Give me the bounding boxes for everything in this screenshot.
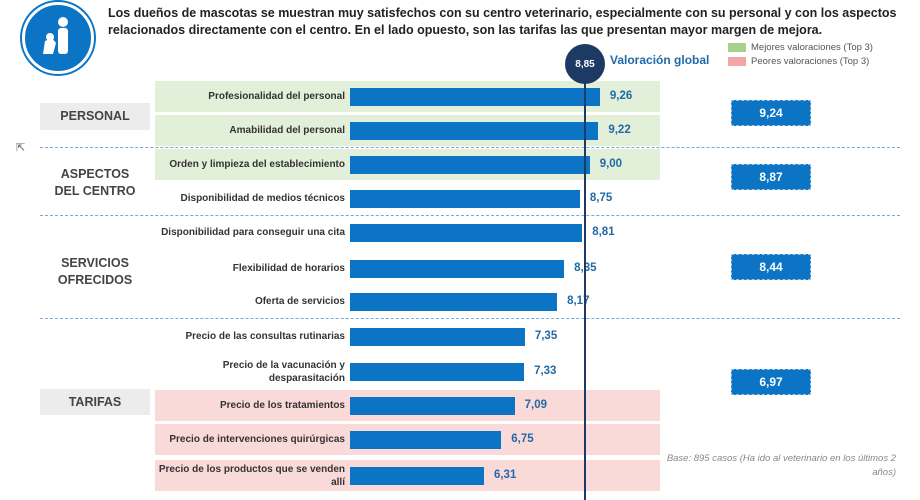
- bar-label: Precio de la vacunación y desparasitació…: [222, 360, 345, 384]
- value-label: 6,75: [511, 433, 534, 445]
- bar: [350, 328, 525, 346]
- global-circle: 8,85: [565, 44, 605, 84]
- value-label: 8,75: [589, 192, 613, 204]
- bar-label: Precio de las consultas rutinarias: [185, 331, 345, 342]
- group-average: 6,97: [731, 369, 811, 395]
- group-label: ASPECTOS DEL CENTRO: [40, 163, 150, 203]
- bar: [350, 293, 558, 311]
- bar: [350, 122, 599, 140]
- legend-worst: Peores valoraciones (Top 3): [728, 56, 869, 67]
- bar-label: Profesionalidad del personal: [208, 91, 345, 102]
- group-label: PERSONAL: [40, 103, 150, 130]
- group-separator: [40, 147, 900, 148]
- value-label: 7,35: [534, 330, 558, 342]
- legend-swatch-best: [728, 43, 746, 52]
- bar-label: Flexibilidad de horarios: [232, 263, 345, 274]
- bar: [350, 397, 515, 415]
- bar: [350, 467, 484, 485]
- bar-label: Disponibilidad para conseguir una cita: [161, 227, 345, 238]
- value-label: 8,81: [592, 226, 615, 238]
- group-label: TARIFAS: [40, 389, 150, 415]
- bar-label: Orden y limpieza del establecimiento: [169, 159, 345, 170]
- bar: [350, 224, 583, 242]
- bar: [350, 260, 565, 278]
- base-note: Base: 895 casos (Ha ido al veterinario e…: [666, 453, 896, 478]
- value-label: 6,31: [493, 469, 517, 481]
- legend-label: Mejores valoraciones (Top 3): [751, 42, 873, 53]
- value-label: 8,17: [567, 295, 590, 307]
- bar: [350, 431, 502, 449]
- value-label: 7,09: [524, 399, 548, 411]
- legend-swatch-worst: [728, 57, 746, 66]
- legend-best: Mejores valoraciones (Top 3): [728, 42, 873, 53]
- pet-owner-icon: [22, 2, 94, 74]
- legend-label: Peores valoraciones (Top 3): [751, 56, 870, 67]
- bar-label: Amabilidad del personal: [229, 125, 345, 136]
- group-average: 8,87: [731, 164, 811, 190]
- global-line: [584, 60, 586, 500]
- bar-label: Precio de los productos que se venden al…: [158, 464, 345, 488]
- bar-label: Oferta de servicios: [254, 296, 345, 307]
- cursor-icon: ⇱: [16, 142, 26, 154]
- group-average: 9,24: [731, 100, 811, 126]
- value-label: 7,33: [534, 365, 557, 377]
- value-label: 9,00: [599, 158, 623, 170]
- bar: [350, 363, 525, 381]
- bar: [350, 88, 600, 106]
- headline: Los dueños de mascotas se muestran muy s…: [108, 6, 897, 37]
- group-separator: [40, 215, 900, 216]
- value-label: 9,26: [609, 90, 633, 102]
- bar: [350, 190, 580, 208]
- group-separator: [40, 318, 900, 319]
- bar-label: Disponibilidad de medios técnicos: [180, 193, 345, 204]
- group-average: 8,44: [731, 254, 811, 280]
- bar-label: Precio de los tratamientos: [219, 400, 345, 411]
- global-label: Valoración global: [610, 53, 710, 67]
- bar: [350, 156, 590, 174]
- value-label: 9,22: [608, 124, 631, 136]
- group-label: SERVICIOS OFRECIDOS: [40, 252, 150, 292]
- bar-label: Precio de intervenciones quirúrgicas: [169, 434, 345, 445]
